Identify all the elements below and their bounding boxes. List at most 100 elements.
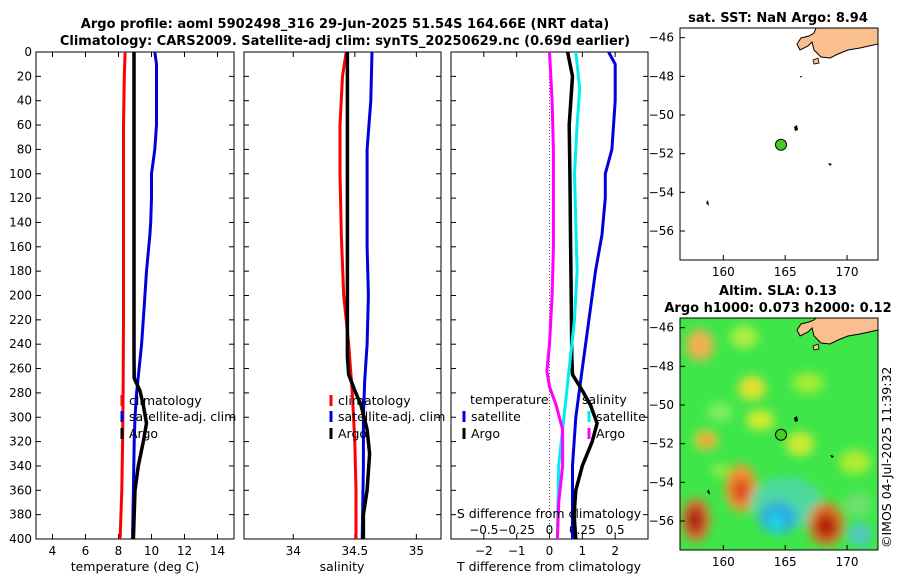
sst-lon-tick-label: 160 (712, 265, 735, 279)
salinity-xtick-label: 35 (409, 544, 424, 558)
depth-tick-label: 120 (9, 191, 32, 205)
legend-salinity-title: salinity (582, 392, 627, 407)
depth-tick-label: 380 (9, 508, 32, 522)
land-campbell-island (830, 455, 834, 458)
sla-lon-tick-label: 160 (712, 555, 735, 569)
difference-series-temperature-satellite (571, 51, 617, 539)
temperature-xtick-label: 12 (177, 544, 192, 558)
sla-anomaly-blobs (682, 326, 872, 547)
depth-tick-label: 360 (9, 483, 32, 497)
s-diff-tick-label: −0.5 (469, 523, 498, 537)
temperature-series-satellite-adj-clim (131, 51, 158, 540)
sla-lat-tick-label: −46 (649, 321, 674, 335)
s-difference-axis-label: S difference from climatology (457, 506, 642, 521)
profile-lines (118, 51, 617, 540)
land-stewart-island (812, 57, 820, 65)
difference-series-temperature-argo (565, 51, 599, 540)
difference-xtick-label: −1 (508, 544, 526, 558)
axis-ticks: 0204060801001201401601802002202402602803… (9, 45, 648, 558)
salinity-xtick-label: 34 (286, 544, 301, 558)
s-diff-tick-label: 0.5 (606, 523, 625, 537)
sla-lat-tick-label: −50 (649, 398, 674, 412)
temperature-series-argo (131, 52, 149, 540)
difference-xtick-label: 1 (579, 544, 587, 558)
land-macquarie-island (707, 489, 710, 495)
argo-float-marker-sla (775, 428, 787, 441)
sst-lat-tick-label: −50 (649, 108, 674, 122)
sla-map-title: Altim. SLA: 0.13 (719, 284, 837, 299)
depth-tick-label: 100 (9, 167, 32, 181)
legend-t-satellite: satellite (471, 409, 521, 424)
temperature-legend: climatology satellite-adj. clim Argo (120, 393, 236, 441)
sst-lat-tick-label: −56 (649, 224, 674, 238)
difference-xtick-label: 2 (611, 544, 619, 558)
sst-lon-tick-label: 165 (774, 265, 797, 279)
s-diff-tick-label: −0.25 (498, 523, 535, 537)
depth-tick-label: 180 (9, 264, 32, 278)
salinity-series-climatology (338, 51, 358, 539)
argo-float-marker-sst (775, 138, 787, 151)
sla-heatmap (680, 318, 878, 550)
land-snares (800, 76, 802, 78)
difference-legend: temperature satellite Argo salinity sate… (462, 392, 646, 441)
difference-xtick-label: 0 (546, 544, 554, 558)
depth-tick-label: 140 (9, 215, 32, 229)
depth-tick-label: 40 (17, 94, 32, 108)
sst-lat-tick-label: −46 (649, 31, 674, 45)
depth-tick-label: 0 (24, 45, 32, 59)
salinity-legend: climatology satellite-adj. clim Argo (329, 393, 445, 441)
sla-lat-tick-label: −54 (649, 475, 674, 489)
depth-tick-label: 300 (9, 410, 32, 424)
depth-tick-label: 160 (9, 240, 32, 254)
land-stewart-island (812, 343, 820, 351)
sst-map-title: sat. SST: NaN Argo: 8.94 (688, 11, 868, 26)
depth-tick-label: 280 (9, 386, 32, 400)
land-auckland-islands (794, 125, 798, 131)
sla-lon-tick-label: 165 (774, 555, 797, 569)
depth-tick-label: 260 (9, 362, 32, 376)
temperature-xtick-label: 6 (82, 544, 90, 558)
land-new-zealand (796, 27, 879, 59)
temperature-xtick-label: 10 (144, 544, 159, 558)
sla-lon-tick-label: 170 (836, 555, 859, 569)
salinity-series-argo (345, 52, 372, 539)
temperature-xlabel: temperature (deg C) (71, 559, 200, 574)
salinity-xlabel: salinity (320, 559, 365, 574)
sla-map-frame (679, 317, 879, 551)
sst-lat-tick-label: −48 (649, 69, 674, 83)
sst-map-land (706, 27, 879, 206)
depth-tick-label: 320 (9, 435, 32, 449)
sla-map-subtitle: Argo h1000: 0.073 h2000: 0.12 (664, 301, 891, 316)
chart-title-line1: Argo profile: aoml 5902498_316 29-Jun-20… (81, 17, 609, 32)
temperature-xtick-label: 14 (210, 544, 225, 558)
sla-lat-tick-label: −52 (649, 437, 674, 451)
land-macquarie-island (706, 200, 709, 206)
legend-s-satellite: satellite (596, 409, 646, 424)
legend-t-argo: Argo (471, 426, 500, 441)
sla-lat-tick-label: −48 (649, 359, 674, 373)
difference-xtick-label: −2 (475, 544, 493, 558)
depth-tick-label: 20 (17, 69, 32, 83)
salinity-xtick-label: 34.5 (341, 544, 368, 558)
sst-lat-tick-label: −52 (649, 147, 674, 161)
temperature-xtick-label: 4 (49, 544, 57, 558)
depth-tick-label: 240 (9, 337, 32, 351)
legend-climatology: climatology (338, 393, 411, 408)
depth-tick-label: 200 (9, 289, 32, 303)
depth-tick-label: 340 (9, 459, 32, 473)
legend-argo: Argo (129, 426, 158, 441)
salinity-series-satellite-adj-clim (360, 51, 374, 540)
land-campbell-island (828, 163, 832, 166)
depth-tick-label: 400 (9, 532, 32, 546)
land-auckland-islands (794, 416, 798, 422)
temperature-series-climatology (118, 51, 127, 540)
depth-tick-label: 220 (9, 313, 32, 327)
difference-series-salinity-argo (545, 51, 565, 540)
legend-satellite-adj: satellite-adj. clim (338, 409, 445, 424)
legend-s-argo: Argo (596, 426, 625, 441)
map-axis-ticks: 160 165 170 −46 −48 −50 −52 −54 −56 160 165 170 −46 −… (649, 31, 859, 569)
temperature-xtick-label: 8 (115, 544, 123, 558)
legend-climatology: climatology (129, 393, 202, 408)
sst-lat-tick-label: −54 (649, 185, 674, 199)
